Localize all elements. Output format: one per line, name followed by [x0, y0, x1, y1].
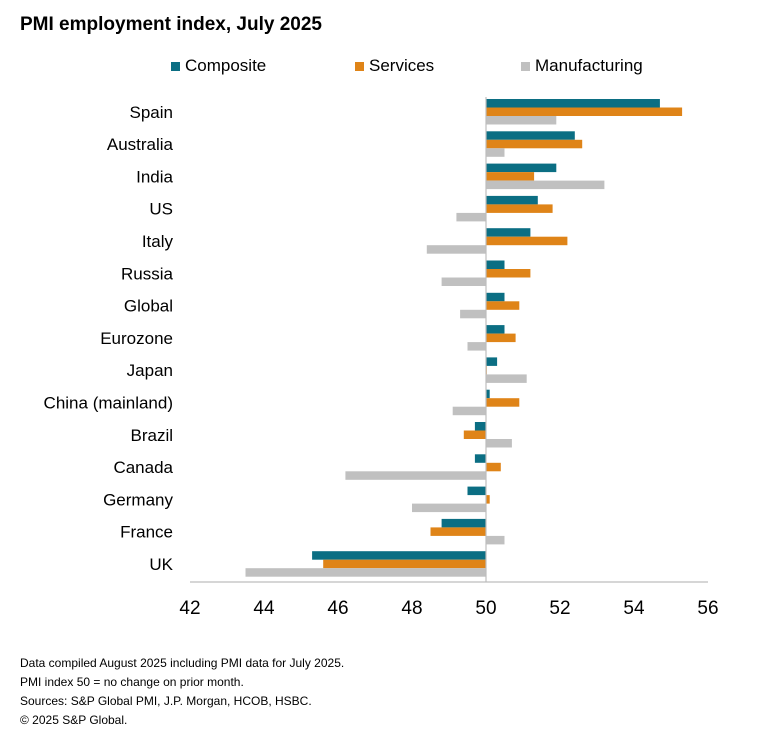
x-tick-label-50: 50: [475, 598, 496, 619]
x-tick-label-56: 56: [697, 598, 718, 619]
bar-eurozone-composite: [486, 325, 505, 334]
legend-item-manufacturing: Manufacturing: [521, 56, 643, 76]
x-tick-label-54: 54: [623, 598, 645, 619]
legend-label-services: Services: [369, 56, 435, 75]
category-label-global: Global: [124, 297, 173, 316]
legend-swatch-manufacturing: [521, 61, 530, 71]
bar-germany-manufacturing: [412, 503, 486, 513]
x-tick-label-46: 46: [327, 598, 348, 619]
bar-germany-services: [486, 495, 490, 504]
bar-russia-composite: [486, 260, 505, 269]
legend-swatch-composite: [171, 61, 180, 71]
bar-us-services: [486, 204, 553, 213]
bar-canada-services: [486, 462, 501, 472]
bar-canada-manufacturing: [345, 471, 486, 480]
footnote-pmi-index: PMI index 50 = no change on prior month.: [20, 675, 244, 689]
bar-germany-composite: [467, 486, 486, 496]
category-label-china-mainland: China (mainland): [44, 393, 173, 412]
bar-italy-manufacturing: [426, 245, 486, 254]
bar-uk-composite: [312, 551, 486, 560]
category-label-japan: Japan: [127, 361, 173, 380]
category-label-uk: UK: [149, 555, 173, 574]
bar-china-mainland-composite: [486, 389, 490, 399]
bar-france-composite: [441, 518, 486, 528]
x-tick-label-42: 42: [179, 598, 200, 619]
bar-france-services: [430, 527, 486, 536]
bar-australia-services: [486, 139, 583, 149]
bar-italy-services: [486, 236, 568, 246]
axes-layer: [190, 97, 708, 583]
category-label-germany: Germany: [103, 490, 173, 509]
bar-india-manufacturing: [486, 180, 605, 190]
bar-uk-services: [323, 559, 486, 569]
bar-us-composite: [486, 195, 538, 205]
bars-layer: [245, 99, 683, 577]
legend-swatch-services: [355, 61, 364, 71]
legend-item-services: Services: [355, 56, 434, 76]
category-label-brazil: Brazil: [130, 426, 173, 445]
bar-brazil-manufacturing: [486, 439, 512, 448]
bar-japan-manufacturing: [486, 374, 527, 383]
bar-china-mainland-services: [486, 398, 520, 407]
x-tick-labels: 42 44 46 48 50 52 54 56: [179, 598, 718, 619]
legend-label-manufacturing: Manufacturing: [535, 56, 643, 75]
bar-eurozone-services: [486, 333, 516, 343]
chart-title: PMI employment index, July 2025: [20, 14, 322, 35]
category-label-australia: Australia: [107, 135, 174, 154]
footnote-data-compiled: Data compiled August 2025 including PMI …: [20, 656, 345, 670]
bar-russia-manufacturing: [441, 277, 486, 286]
category-label-india: India: [136, 167, 173, 186]
category-label-france: France: [120, 523, 173, 542]
bar-brazil-composite: [474, 422, 486, 431]
chart-legend: Composite Services Manufacturing: [0, 56, 766, 80]
category-label-us: US: [149, 200, 173, 219]
bar-global-manufacturing: [460, 309, 486, 319]
bar-spain-composite: [486, 99, 660, 108]
bar-japan-composite: [486, 357, 498, 366]
bar-australia-manufacturing: [486, 148, 505, 157]
legend-item-composite: Composite: [171, 56, 266, 76]
bar-us-manufacturing: [456, 212, 486, 222]
category-label-italy: Italy: [142, 232, 174, 251]
x-tick-label-44: 44: [253, 598, 275, 619]
bar-chart-plot: Spain Australia India US Italy Russia Global Eu…: [44, 97, 719, 619]
x-tick-label-52: 52: [549, 598, 570, 619]
category-label-spain: Spain: [130, 103, 173, 122]
category-label-eurozone: Eurozone: [100, 329, 173, 348]
x-tick-label-48: 48: [401, 598, 422, 619]
category-labels: Spain Australia India US Italy Russia Global Eu…: [44, 103, 174, 574]
bar-global-composite: [486, 292, 505, 302]
bar-india-composite: [486, 163, 557, 173]
bar-italy-composite: [486, 228, 531, 237]
bar-uk-manufacturing: [245, 568, 486, 577]
footnote-copyright: © 2025 S&P Global.: [20, 713, 128, 727]
footnote-sources: Sources: S&P Global PMI, J.P. Morgan, HC…: [20, 694, 312, 708]
category-label-canada: Canada: [113, 458, 173, 477]
bar-spain-services: [486, 107, 683, 116]
footnotes: Data compiled August 2025 including PMI …: [20, 654, 344, 730]
bar-eurozone-manufacturing: [467, 342, 486, 351]
bar-brazil-services: [463, 430, 486, 439]
bar-australia-composite: [486, 131, 575, 140]
bar-russia-services: [486, 269, 531, 278]
bar-global-services: [486, 301, 520, 310]
legend-label-composite: Composite: [185, 56, 267, 75]
category-label-russia: Russia: [121, 264, 174, 283]
bar-canada-composite: [474, 454, 486, 463]
bar-france-manufacturing: [486, 535, 505, 545]
bar-spain-manufacturing: [486, 116, 557, 125]
bar-china-mainland-manufacturing: [452, 406, 486, 416]
bar-india-services: [486, 172, 535, 181]
